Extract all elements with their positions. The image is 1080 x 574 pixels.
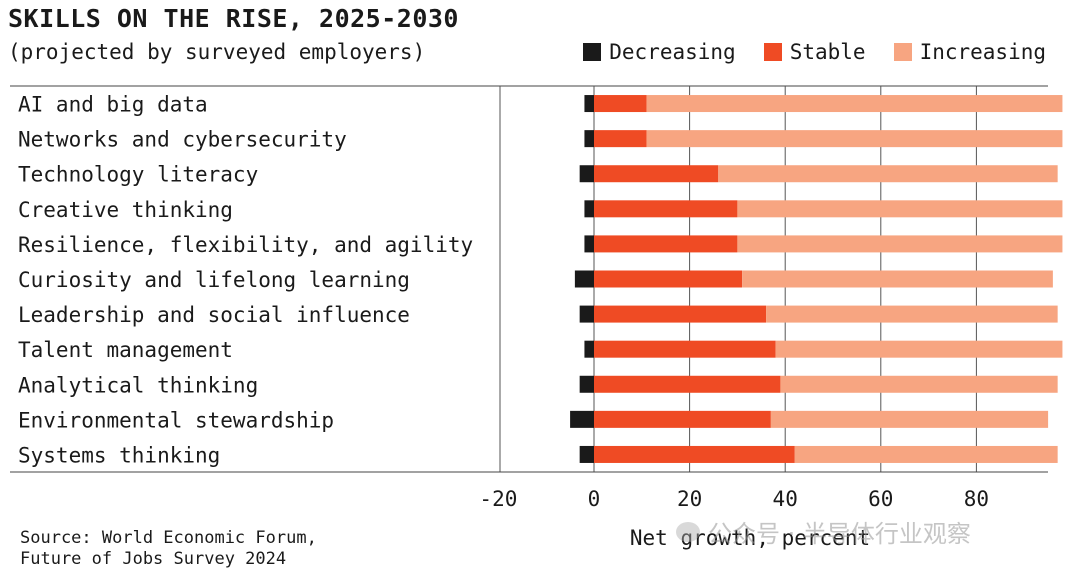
legend-swatch-stable [763,43,782,61]
legend-label-increasing: Increasing [919,40,1046,64]
bar-increasing [775,340,1063,358]
bar-stable [594,375,781,393]
bar-increasing [646,95,1063,113]
bar-stable [594,130,647,148]
category-label: Talent management [18,338,233,362]
x-tick-label: -20 [479,487,517,511]
x-tick-label: 40 [773,487,798,511]
x-tick-label: 20 [677,487,702,511]
x-tick-label: 0 [588,487,601,511]
bar-stable [594,165,719,183]
bar-increasing [646,130,1063,148]
legend-swatch-decreasing [583,43,602,61]
bar-stable [594,235,738,253]
category-label: Resilience, flexibility, and agility [18,233,473,257]
category-label: Analytical thinking [18,373,258,397]
x-tick-label: 60 [868,487,893,511]
bar-decreasing [584,235,594,253]
category-label: Networks and cybersecurity [18,128,347,152]
bar-decreasing [579,445,594,463]
legend-item-decreasing: Decreasing [583,40,736,64]
bar-increasing [737,235,1063,253]
bar-increasing [766,305,1058,323]
category-label: Environmental stewardship [18,408,334,432]
legend-item-stable: Stable [763,40,866,64]
chart-title: SKILLS ON THE RISE, 2025-2030 [8,4,459,33]
category-label: Curiosity and lifelong learning [18,268,410,292]
bar-decreasing [579,165,594,183]
bar-decreasing [574,270,594,288]
bar-decreasing [584,95,594,113]
category-label: Creative thinking [18,198,233,222]
bar-increasing [770,410,1049,428]
bar-decreasing [584,340,594,358]
bar-decreasing [579,305,594,323]
source-note: Source: World Economic Forum, Future of … [20,528,317,570]
bar-stable [594,305,767,323]
watermark-text: 公众号 · 半导体行业观察 [708,520,971,548]
bar-stable [594,410,771,428]
bar-decreasing [584,200,594,218]
watermark: 公众号 · 半导体行业观察 [676,514,971,549]
bar-increasing [794,445,1058,463]
category-label: Leadership and social influence [18,303,410,327]
category-label: AI and big data [18,93,208,117]
bar-increasing [780,375,1058,393]
legend-label-stable: Stable [789,40,866,64]
bar-decreasing [584,130,594,148]
bar-stable [594,200,738,218]
category-label: Technology literacy [18,163,258,187]
source-line-1: Source: World Economic Forum, [20,528,317,548]
source-line-2: Future of Jobs Survey 2024 [20,549,287,569]
category-label: Systems thinking [18,443,220,467]
bar-increasing [742,270,1053,288]
wechat-logo-icon [676,521,700,542]
legend: Decreasing Stable Increasing [555,40,1046,64]
bar-decreasing [579,375,594,393]
bar-stable [594,445,795,463]
bar-stable [594,95,647,113]
legend-swatch-increasing [893,43,912,61]
chart-subtitle: (projected by surveyed employers) [8,40,426,64]
legend-label-decreasing: Decreasing [609,40,736,64]
bar-increasing [718,165,1058,183]
x-tick-label: 80 [964,487,989,511]
x-axis-label: Net growth, percent [630,526,870,550]
bar-stable [594,340,776,358]
bar-stable [594,270,743,288]
legend-item-increasing: Increasing [893,40,1046,64]
bar-increasing [737,200,1063,218]
bar-decreasing [570,410,594,428]
